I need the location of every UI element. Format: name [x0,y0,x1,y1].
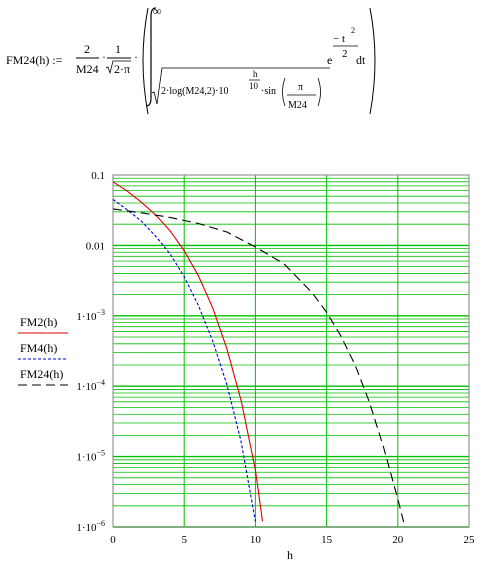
lower-limit-pi: π [298,82,303,93]
x-tick-label: 5 [181,534,187,546]
svg-text:·: · [134,50,138,64]
log-chart: 0 5 10 15 20 25 h 0.1 0.01 1·10−3 1·10−4 1·10−5 1·10… [18,170,476,562]
legend-label: FM2(h) [20,315,57,329]
left-paren-icon [142,7,149,115]
frac1-numerator: 2 [84,42,90,56]
svg-text:·: · [102,50,106,64]
y-tick-label: 1·10−5 [76,449,105,464]
lower-limit-exp-den: 10 [249,81,259,91]
lower-limit-m24: M24 [288,100,307,111]
integrand-dt: dt [356,53,366,67]
integral-upper-limit: ∞ [153,4,162,18]
x-tick-label: 10 [250,534,262,546]
integral-sign-icon [145,7,157,107]
x-tick-label: 0 [110,534,116,546]
frac2-numerator: 1 [115,42,121,56]
series-line-fm2h [112,181,264,522]
lower-limit-exp-num: h [253,69,258,79]
legend-label: FM4(h) [20,341,57,355]
right-paren-icon [369,7,376,115]
y-tick-label: 0.01 [86,240,105,252]
x-axis-label: h [287,548,293,562]
x-tick-label: 25 [464,534,476,546]
lower-limit-a: 2·log(M24,2)·10 [161,86,229,97]
integrand-base: e [327,53,332,67]
lower-limit-sin: ·sin [261,86,276,97]
x-tick-label: 15 [321,534,333,546]
y-tick-label: 1·10−6 [76,519,105,534]
frac2-denominator: 2·π [114,62,130,76]
y-tick-label: 1·10−3 [76,308,105,323]
y-tick-label: 0.1 [91,170,105,182]
lower-limit-sqrt-icon [151,67,330,105]
integrand-square: 2 [351,26,355,35]
series-line-fm4h [112,198,256,522]
integrand-numerator: − t [333,33,345,45]
plot-frame [112,174,470,528]
frac1-denominator: M24 [76,62,99,76]
x-tick-label: 20 [392,534,404,546]
formula-lhs: FM24(h) := [6,53,63,67]
formula-fm24: FM24(h) := 2 M24 · 1 2·π · ∞ 2·log(M24,2… [6,4,376,115]
sqrt-sign-icon [105,60,131,75]
integrand-denominator: 2 [342,48,348,60]
y-tick-label: 1·10−4 [76,378,105,393]
legend-label: FM24(h) [20,367,63,381]
